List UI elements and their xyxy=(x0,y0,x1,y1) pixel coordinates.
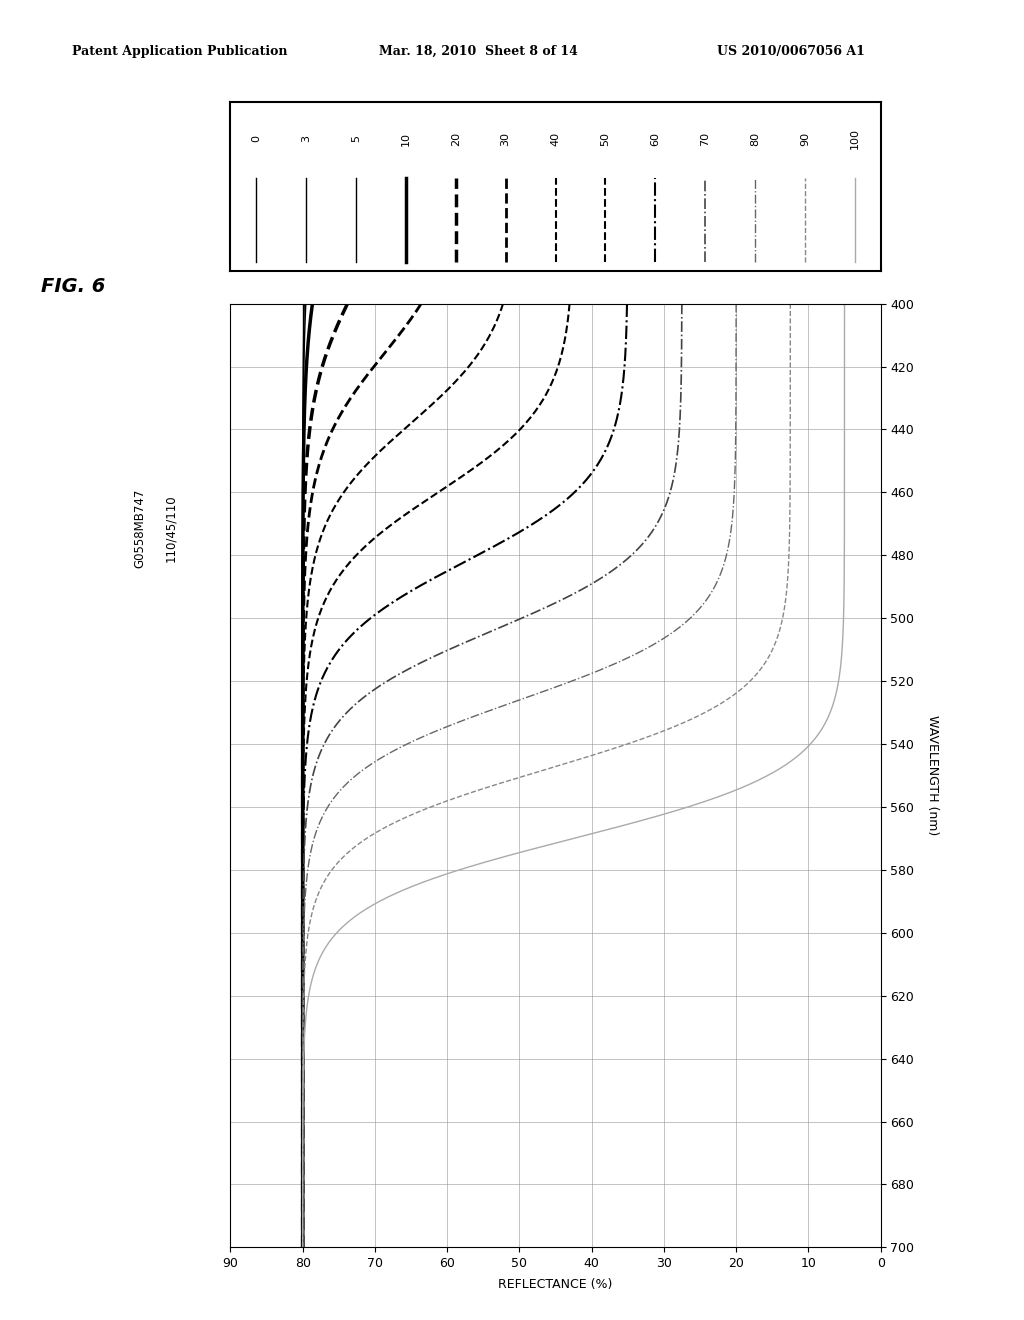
Text: 40: 40 xyxy=(551,132,560,147)
Text: 80: 80 xyxy=(750,132,760,147)
Text: 30: 30 xyxy=(501,132,511,145)
Text: Mar. 18, 2010  Sheet 8 of 14: Mar. 18, 2010 Sheet 8 of 14 xyxy=(379,45,578,58)
Text: 90: 90 xyxy=(800,132,810,147)
Text: 100: 100 xyxy=(850,128,859,149)
Text: FIG. 6: FIG. 6 xyxy=(41,277,105,296)
Text: 10: 10 xyxy=(401,132,411,145)
Text: 5: 5 xyxy=(351,136,361,143)
Text: Patent Application Publication: Patent Application Publication xyxy=(72,45,287,58)
Text: 60: 60 xyxy=(650,132,660,145)
Text: G0558MB747: G0558MB747 xyxy=(133,488,146,568)
Text: 70: 70 xyxy=(700,132,710,147)
Text: US 2010/0067056 A1: US 2010/0067056 A1 xyxy=(717,45,864,58)
Text: 3: 3 xyxy=(301,136,311,143)
Y-axis label: WAVELENGTH (nm): WAVELENGTH (nm) xyxy=(927,715,939,836)
Text: 50: 50 xyxy=(600,132,610,145)
Text: 110/45/110: 110/45/110 xyxy=(164,494,177,562)
Text: 0: 0 xyxy=(252,136,261,143)
X-axis label: REFLECTANCE (%): REFLECTANCE (%) xyxy=(499,1279,612,1291)
Text: 20: 20 xyxy=(451,132,461,147)
